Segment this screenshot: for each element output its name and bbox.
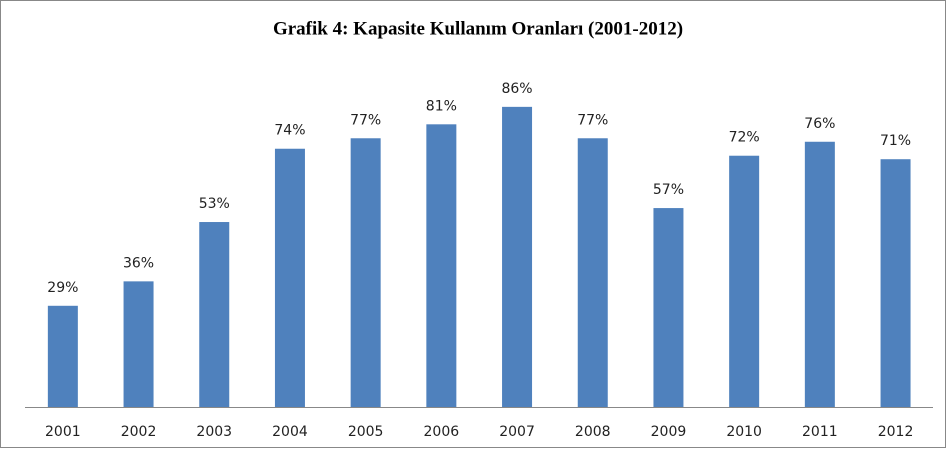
x-tick-label: 2010 [726, 424, 762, 440]
x-tick-label: 2012 [878, 424, 914, 440]
x-tick-label: 2011 [802, 424, 838, 440]
bar [653, 208, 684, 407]
data-label: 77% [577, 112, 608, 128]
data-label: 57% [653, 182, 684, 198]
x-tick-label: 2005 [348, 424, 384, 440]
bar [274, 148, 305, 408]
x-tick-label: 2009 [651, 424, 687, 440]
x-tick-label: 2008 [575, 424, 611, 440]
bar [47, 305, 78, 407]
chart-title: Grafik 4: Kapasite Kullanım Oranları (20… [273, 18, 683, 39]
bar [350, 138, 381, 407]
data-label: 86% [501, 81, 532, 97]
x-tick-label: 2004 [272, 424, 308, 440]
x-tick-label: 2003 [196, 424, 232, 440]
data-label: 53% [199, 196, 230, 212]
bar [880, 159, 911, 407]
data-label: 29% [47, 280, 78, 296]
x-tick-label: 2007 [499, 424, 535, 440]
bar [729, 155, 760, 407]
bar [123, 281, 154, 407]
data-label: 81% [426, 98, 457, 114]
bar [577, 138, 608, 407]
x-tick-label: 2001 [45, 424, 81, 440]
bar [804, 141, 835, 407]
bar [502, 106, 533, 408]
x-tick-label: 2002 [121, 424, 157, 440]
bar [426, 124, 457, 407]
data-label: 71% [880, 133, 911, 149]
data-label: 77% [350, 112, 381, 128]
data-label: 72% [729, 130, 760, 146]
data-label: 36% [123, 255, 154, 271]
x-tick-label: 2006 [424, 424, 460, 440]
bar [199, 222, 230, 407]
data-label: 74% [274, 123, 305, 139]
data-label: 76% [804, 116, 835, 132]
